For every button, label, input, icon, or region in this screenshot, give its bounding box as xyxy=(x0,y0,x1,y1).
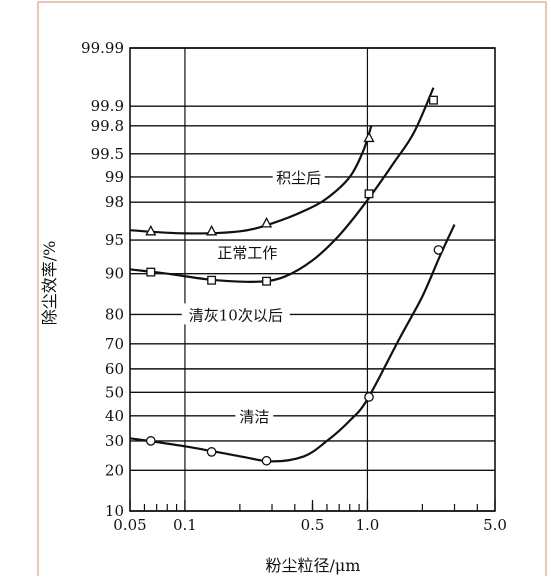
series-label: 积尘后 xyxy=(276,169,321,187)
series-line xyxy=(129,87,435,283)
data-markers xyxy=(145,95,444,466)
y-tick-label: 95 xyxy=(105,231,124,249)
circle-marker xyxy=(206,447,217,457)
y-tick-label: 90 xyxy=(105,265,124,283)
y-tick-label: 99.99 xyxy=(81,39,124,57)
triangle-marker xyxy=(206,224,218,236)
circle-marker xyxy=(364,392,374,402)
grid-lines xyxy=(130,47,495,512)
y-tick-label: 60 xyxy=(105,360,124,378)
x-axis-title: 粉尘粒径/μm xyxy=(266,556,361,575)
y-tick-label: 99.9 xyxy=(91,97,124,115)
series-line xyxy=(129,125,373,235)
circle-marker xyxy=(433,245,444,255)
series-line xyxy=(129,224,456,463)
x-tick-label: 1.0 xyxy=(356,516,380,534)
y-tick-label: 99 xyxy=(105,168,124,186)
series-label: 正常工作 xyxy=(217,244,277,262)
outer-border xyxy=(37,1,547,580)
y-tick-label: 50 xyxy=(105,383,124,401)
circle-marker xyxy=(145,436,156,446)
square-marker xyxy=(429,95,438,105)
y-tick-label: 10 xyxy=(105,502,124,520)
y-tick-label: 99.8 xyxy=(91,117,124,135)
square-marker xyxy=(262,276,271,286)
x-tick-label: 0.1 xyxy=(173,516,197,534)
series-label: 清灰10次以后 xyxy=(189,306,283,324)
y-tick-label: 80 xyxy=(105,305,124,323)
y-tick-label: 40 xyxy=(105,407,124,425)
y-tick-label: 98 xyxy=(105,193,124,211)
y-tick-label: 30 xyxy=(105,432,124,450)
triangle-marker xyxy=(260,216,273,228)
square-marker xyxy=(364,189,374,199)
circle-marker xyxy=(261,455,272,466)
triangle-marker xyxy=(363,131,375,143)
label-background xyxy=(235,404,274,426)
x-tick-label: 0.05 xyxy=(113,516,146,534)
label-background xyxy=(272,165,325,187)
square-marker xyxy=(146,267,156,277)
label-background xyxy=(181,303,290,325)
y-axis-title: 除尘效率/% xyxy=(40,241,59,326)
series-curves xyxy=(129,87,456,463)
axes: 10 20 30 40 50 60 70 80 90 95 98 99 99.5 99.8 99.9 99.9… xyxy=(81,39,507,534)
x-tick-label: 5.0 xyxy=(483,516,507,534)
series-label: 清洁 xyxy=(239,408,269,426)
x-tick-label: 0.5 xyxy=(301,516,325,534)
square-marker xyxy=(207,275,217,285)
triangle-marker xyxy=(145,224,157,236)
label-background xyxy=(214,241,281,263)
y-tick-label: 70 xyxy=(105,335,124,353)
y-tick-label: 20 xyxy=(105,461,124,479)
y-tick-label: 99.5 xyxy=(91,145,124,163)
